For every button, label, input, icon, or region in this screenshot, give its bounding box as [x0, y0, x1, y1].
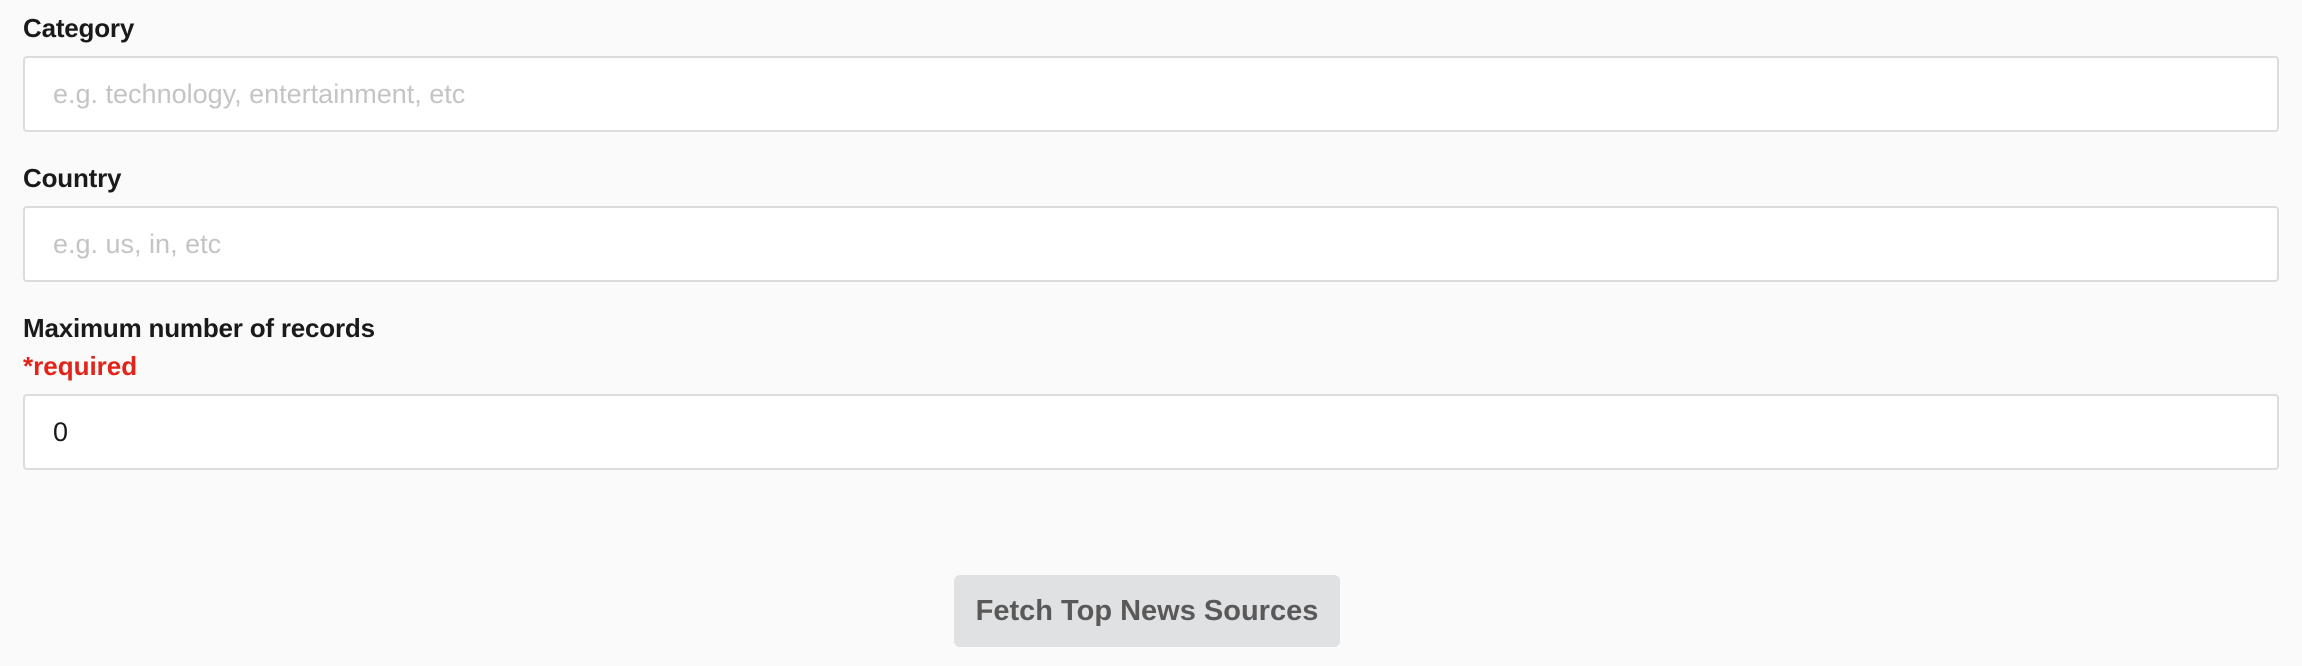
max-records-input[interactable]: [23, 394, 2279, 470]
country-label: Country: [23, 163, 122, 193]
country-input[interactable]: [23, 206, 2279, 282]
category-input[interactable]: [23, 56, 2279, 132]
max-records-label: Maximum number of records: [23, 313, 375, 343]
category-label: Category: [23, 13, 135, 43]
required-indicator: *required: [23, 351, 138, 381]
fetch-top-news-sources-button[interactable]: Fetch Top News Sources: [954, 575, 1340, 647]
